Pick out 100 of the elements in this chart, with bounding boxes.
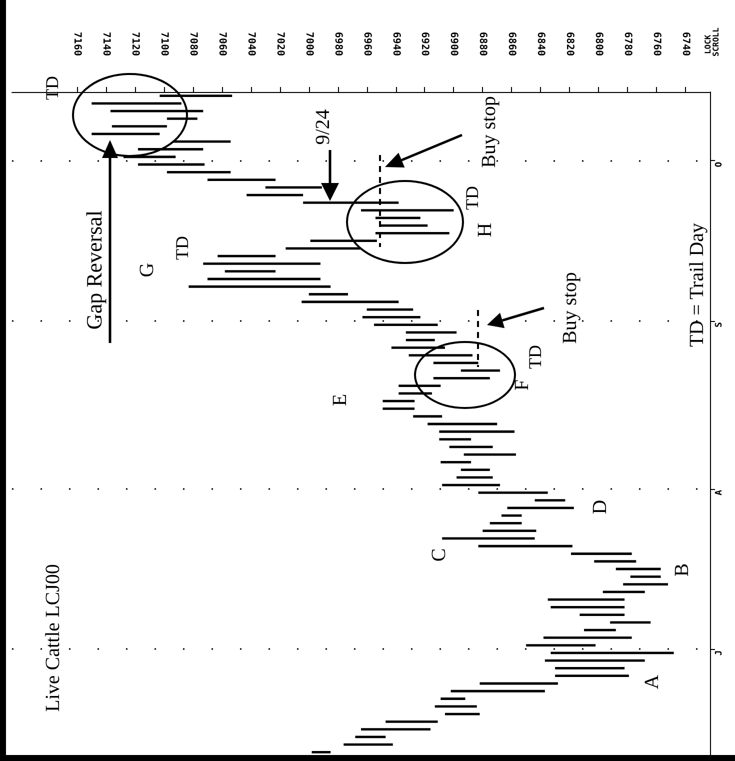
bar	[501, 514, 522, 517]
annotation: E	[329, 394, 351, 406]
bar	[460, 369, 500, 372]
bar	[302, 300, 399, 304]
bar	[375, 232, 450, 234]
x-tick-label: 6740	[680, 32, 691, 56]
bar	[224, 270, 276, 273]
bar	[413, 415, 442, 418]
bar	[386, 720, 438, 723]
bar	[630, 575, 661, 578]
bar	[382, 408, 415, 410]
bar	[580, 614, 625, 616]
bar	[434, 705, 477, 708]
x-tick-label: 7040	[245, 32, 256, 56]
x-tick-label: 6820	[564, 32, 576, 56]
x-tick-label: 6780	[622, 32, 633, 56]
text: LOCK SCROLL	[704, 27, 720, 56]
annotation: TD	[525, 345, 545, 369]
annotation: A	[641, 674, 663, 690]
bar	[534, 499, 566, 502]
annotation: Buy stop	[559, 272, 581, 344]
annotation: D	[589, 500, 611, 514]
bar	[478, 544, 572, 548]
x-tick-label: 7120	[130, 32, 141, 56]
annotation: C	[428, 548, 450, 562]
x-tick-label: 6880	[477, 32, 488, 56]
annotation: TD	[462, 186, 482, 210]
x-tick-label: 7000	[303, 32, 314, 56]
annotation: B	[671, 563, 693, 577]
bar	[312, 750, 331, 754]
bar	[433, 362, 478, 364]
x-tick-label: 6960	[361, 32, 372, 56]
bar	[406, 331, 457, 334]
bar	[188, 285, 331, 288]
bar	[166, 118, 198, 120]
x-tick-label: 7140	[100, 32, 112, 56]
bar	[623, 583, 668, 586]
x-tick-label: 6800	[592, 32, 604, 56]
bar	[138, 148, 204, 150]
x-tick-label: 7020	[274, 32, 286, 56]
bar	[442, 484, 500, 486]
annotation: TD	[42, 76, 62, 100]
x-tick-label: 7080	[188, 32, 199, 56]
bar	[380, 224, 428, 227]
bar	[361, 209, 454, 212]
x-tick-label: 6940	[390, 32, 402, 56]
x-tick-label: 6980	[332, 32, 344, 56]
bar	[110, 110, 204, 112]
bar	[543, 636, 632, 639]
bar	[439, 438, 472, 440]
bar	[172, 140, 231, 143]
bar	[544, 659, 645, 662]
bar	[440, 460, 472, 464]
annotation: F	[511, 379, 533, 391]
bar	[440, 698, 466, 700]
bar	[112, 125, 167, 128]
bar	[450, 690, 545, 692]
text: Live Cattle LCJ00	[42, 564, 64, 712]
bar	[355, 736, 386, 738]
bar	[203, 262, 320, 265]
x-tick-label: 6920	[419, 32, 430, 56]
x-tick-label: 7100	[158, 32, 170, 56]
bar	[449, 446, 493, 448]
x-tick-label: 6760	[650, 32, 662, 56]
annotation: Gap Reversal	[82, 210, 106, 330]
bar	[610, 621, 651, 624]
bar	[482, 530, 536, 532]
x-tick-label: 6860	[506, 32, 518, 56]
bar	[490, 522, 522, 524]
bar	[584, 628, 616, 632]
x-tick-label: 6900	[448, 32, 460, 56]
bar	[602, 590, 645, 594]
x-tick-label: 7060	[216, 32, 228, 56]
bar	[310, 240, 377, 242]
bar	[456, 476, 493, 479]
bar	[361, 728, 431, 730]
annotation: 9/24	[312, 109, 334, 145]
x-tick-label: 7160	[72, 32, 83, 56]
x-tick-label: 6840	[535, 32, 546, 56]
bar	[433, 377, 490, 380]
bar	[218, 254, 276, 258]
annotation: H	[474, 222, 496, 238]
bar	[344, 743, 393, 746]
bar	[526, 644, 596, 647]
bar	[166, 170, 231, 174]
bar	[439, 430, 514, 433]
y-tick-label: S	[714, 322, 724, 328]
bar	[375, 216, 420, 220]
bar	[308, 293, 348, 296]
bar	[391, 346, 445, 349]
bar	[550, 606, 625, 608]
bar	[208, 178, 276, 181]
annotation: Buy stop	[478, 96, 500, 168]
bar	[398, 384, 441, 388]
bar	[265, 186, 322, 189]
bar	[594, 560, 636, 563]
annotation: G	[136, 262, 158, 278]
annotation: TD	[172, 236, 192, 260]
y-tick-label: A	[714, 489, 724, 496]
bar	[555, 667, 625, 670]
